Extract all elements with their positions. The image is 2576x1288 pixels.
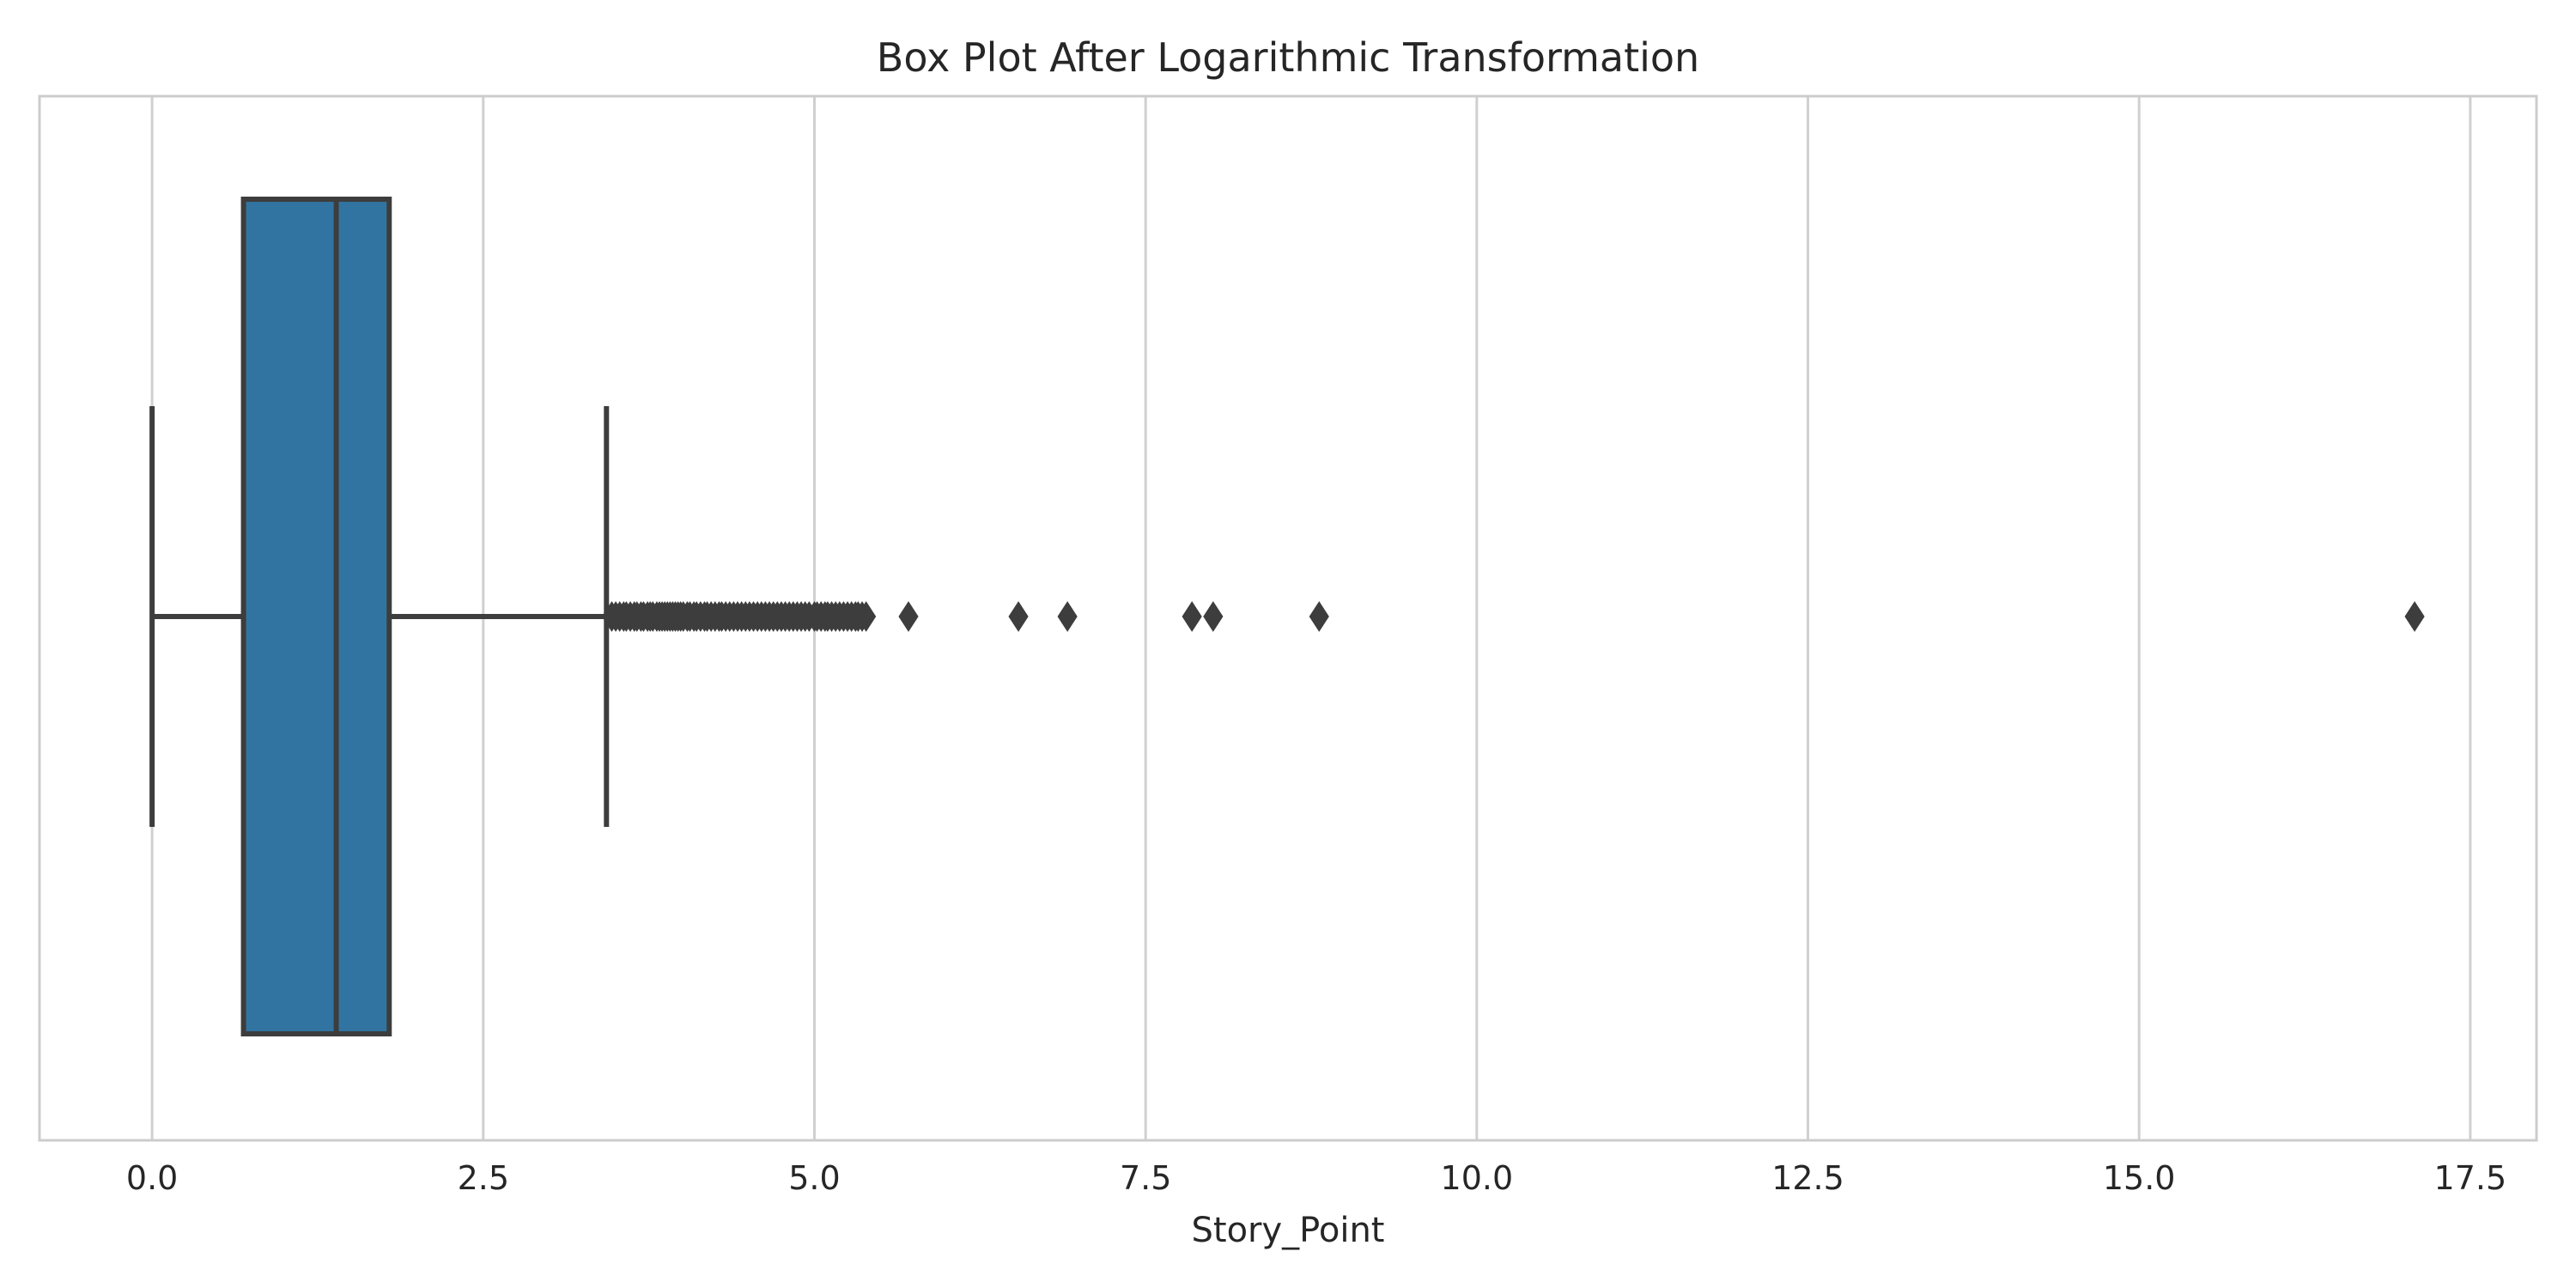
iqr-box [240,197,392,1036]
chart-title: Box Plot After Logarithmic Transformatio… [877,34,1699,81]
outlier-point [1057,601,1078,632]
outlier-point [2404,601,2425,632]
x-tick-label: 17.5 [2434,1159,2507,1197]
x-tick-label: 2.5 [458,1159,509,1197]
outlier-point [1182,601,1202,632]
box-group [149,197,610,1036]
x-tick-label: 10.0 [1441,1159,1514,1197]
x-axis-label: Story_Point [1192,1211,1385,1250]
x-tick-labels: 0.0 2.5 5.0 7.5 10.0 12.5 15.0 17.5 [126,1159,2506,1197]
outlier-points [601,601,2425,632]
x-tick-label: 15.0 [2103,1159,2176,1197]
x-tick-label: 7.5 [1120,1159,1171,1197]
x-tick-label: 0.0 [126,1159,178,1197]
x-tick-label: 12.5 [1771,1159,1844,1197]
outlier-point [1203,601,1224,632]
x-tick-label: 5.0 [788,1159,840,1197]
outlier-point [898,601,919,632]
outlier-point [1309,601,1329,632]
outlier-point [856,601,877,632]
outlier-point [1008,601,1029,632]
plot-frame [38,94,2538,1142]
